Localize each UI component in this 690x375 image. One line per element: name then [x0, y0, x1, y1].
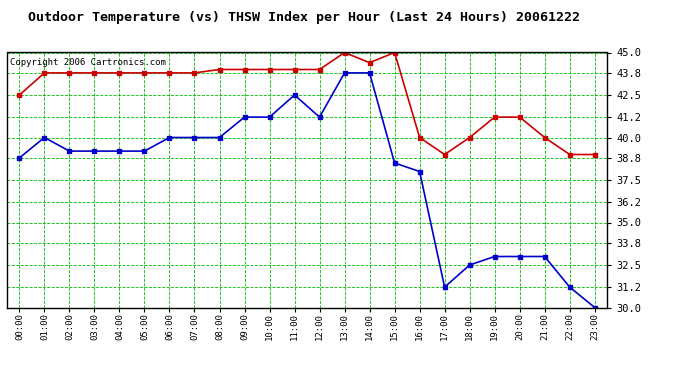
Text: Copyright 2006 Cartronics.com: Copyright 2006 Cartronics.com — [10, 58, 166, 67]
Text: Outdoor Temperature (vs) THSW Index per Hour (Last 24 Hours) 20061222: Outdoor Temperature (vs) THSW Index per … — [28, 11, 580, 24]
